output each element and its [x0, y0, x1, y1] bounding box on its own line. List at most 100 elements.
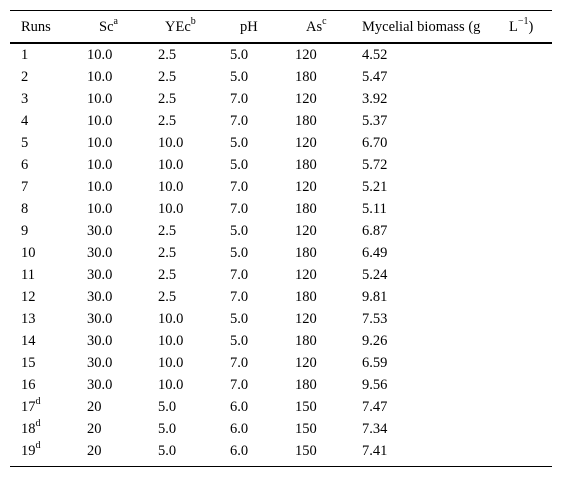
cell-sc-value: 10.0 [87, 69, 113, 85]
cell-sc-value: 30.0 [87, 245, 113, 261]
table-row: 7 10.0 10.0 7.0 120 5.21 [10, 176, 552, 198]
cell-run-value: 17 [21, 399, 36, 415]
cell-ph: 5.0 [230, 242, 248, 264]
header-biomass-unit: L−1) [509, 16, 533, 38]
cell-as: 120 [295, 88, 317, 110]
cell-as-value: 180 [295, 157, 317, 173]
cell-yec: 2.5 [158, 264, 176, 286]
cell-sc-value: 20 [87, 399, 102, 415]
cell-biomass: 6.49 [362, 242, 387, 264]
cell-biomass-value: 7.41 [362, 443, 388, 459]
cell-yec: 10.0 [158, 132, 183, 154]
table-row: 4 10.0 2.5 7.0 180 5.37 [10, 110, 552, 132]
cell-run: 9 [21, 220, 28, 242]
cell-ph-value: 7.0 [230, 289, 249, 305]
run-footnote: d [35, 396, 41, 408]
cell-ph-value: 7.0 [230, 201, 249, 217]
cell-biomass-value: 5.72 [362, 157, 388, 173]
table-bottom-rule [10, 466, 552, 467]
cell-as: 180 [295, 66, 317, 88]
table-top-rule [10, 10, 552, 11]
cell-yec-value: 10.0 [158, 135, 184, 151]
cell-run-value: 9 [21, 223, 29, 239]
cell-sc-value: 30.0 [87, 311, 113, 327]
cell-yec: 10.0 [158, 176, 183, 198]
cell-run-value: 8 [21, 201, 29, 217]
cell-ph: 6.0 [230, 396, 248, 418]
cell-yec: 2.5 [158, 110, 176, 132]
cell-run-value: 6 [21, 157, 29, 173]
cell-sc: 10.0 [87, 110, 112, 132]
cell-run-value: 13 [21, 311, 36, 327]
header-sc: Sca [99, 16, 118, 38]
cell-as-value: 120 [295, 311, 317, 327]
cell-run-value: 15 [21, 355, 36, 371]
cell-biomass-value: 7.34 [362, 421, 388, 437]
cell-run-value: 19 [21, 443, 36, 459]
cell-sc: 30.0 [87, 264, 112, 286]
cell-yec-value: 2.5 [158, 223, 177, 239]
cell-as-value: 150 [295, 443, 317, 459]
cell-as: 120 [295, 176, 317, 198]
cell-biomass: 9.81 [362, 286, 387, 308]
header-biomass: Mycelial biomass (g [362, 19, 481, 35]
table-row: 1 10.0 2.5 5.0 120 4.52 [10, 44, 552, 66]
cell-ph: 7.0 [230, 374, 248, 396]
cell-ph-value: 6.0 [230, 421, 249, 437]
cell-run-value: 1 [21, 47, 29, 63]
table-row: 3 10.0 2.5 7.0 120 3.92 [10, 88, 552, 110]
table-row: 6 10.0 10.0 5.0 180 5.72 [10, 154, 552, 176]
cell-ph: 5.0 [230, 132, 248, 154]
cell-as: 180 [295, 286, 317, 308]
cell-biomass-value: 9.81 [362, 289, 388, 305]
cell-sc: 30.0 [87, 242, 112, 264]
cell-yec: 2.5 [158, 242, 176, 264]
cell-sc-value: 10.0 [87, 113, 113, 129]
cell-run: 15 [21, 352, 36, 374]
cell-ph-value: 7.0 [230, 267, 249, 283]
cell-sc: 30.0 [87, 374, 112, 396]
cell-as: 120 [295, 220, 317, 242]
cell-biomass-value: 9.56 [362, 377, 388, 393]
cell-biomass: 5.11 [362, 198, 387, 220]
cell-ph-value: 5.0 [230, 245, 249, 261]
cell-as-value: 180 [295, 69, 317, 85]
cell-run-value: 4 [21, 113, 29, 129]
cell-run: 5 [21, 132, 28, 154]
cell-sc-value: 30.0 [87, 223, 113, 239]
table-row: 5 10.0 10.0 5.0 120 6.70 [10, 132, 552, 154]
cell-sc-value: 30.0 [87, 355, 113, 371]
cell-run-value: 5 [21, 135, 29, 151]
cell-sc: 20 [87, 440, 102, 462]
cell-run: 8 [21, 198, 28, 220]
cell-ph: 7.0 [230, 352, 248, 374]
cell-as: 120 [295, 308, 317, 330]
cell-biomass: 5.47 [362, 66, 387, 88]
cell-sc: 30.0 [87, 352, 112, 374]
cell-sc-value: 10.0 [87, 91, 113, 107]
cell-biomass-value: 6.59 [362, 355, 388, 371]
cell-run-value: 10 [21, 245, 36, 261]
header-as-footnote: c [322, 16, 327, 28]
cell-yec: 10.0 [158, 198, 183, 220]
cell-sc-value: 10.0 [87, 47, 113, 63]
cell-ph-value: 5.0 [230, 333, 249, 349]
cell-ph-value: 7.0 [230, 179, 249, 195]
table-row: 14 30.0 10.0 5.0 180 9.26 [10, 330, 552, 352]
cell-yec-value: 10.0 [158, 201, 184, 217]
header-yec-label: YEc [165, 19, 191, 35]
cell-ph-value: 5.0 [230, 135, 249, 151]
cell-as: 120 [295, 352, 317, 374]
cell-run: 18d [21, 418, 41, 440]
cell-run: 2 [21, 66, 28, 88]
cell-biomass-value: 7.53 [362, 311, 388, 327]
cell-sc-value: 30.0 [87, 289, 113, 305]
cell-sc: 30.0 [87, 330, 112, 352]
cell-biomass: 7.47 [362, 396, 387, 418]
cell-biomass-value: 5.21 [362, 179, 388, 195]
cell-sc: 30.0 [87, 220, 112, 242]
run-footnote: d [35, 418, 41, 430]
cell-as-value: 120 [295, 91, 317, 107]
cell-biomass-value: 6.87 [362, 223, 388, 239]
cell-ph: 7.0 [230, 88, 248, 110]
